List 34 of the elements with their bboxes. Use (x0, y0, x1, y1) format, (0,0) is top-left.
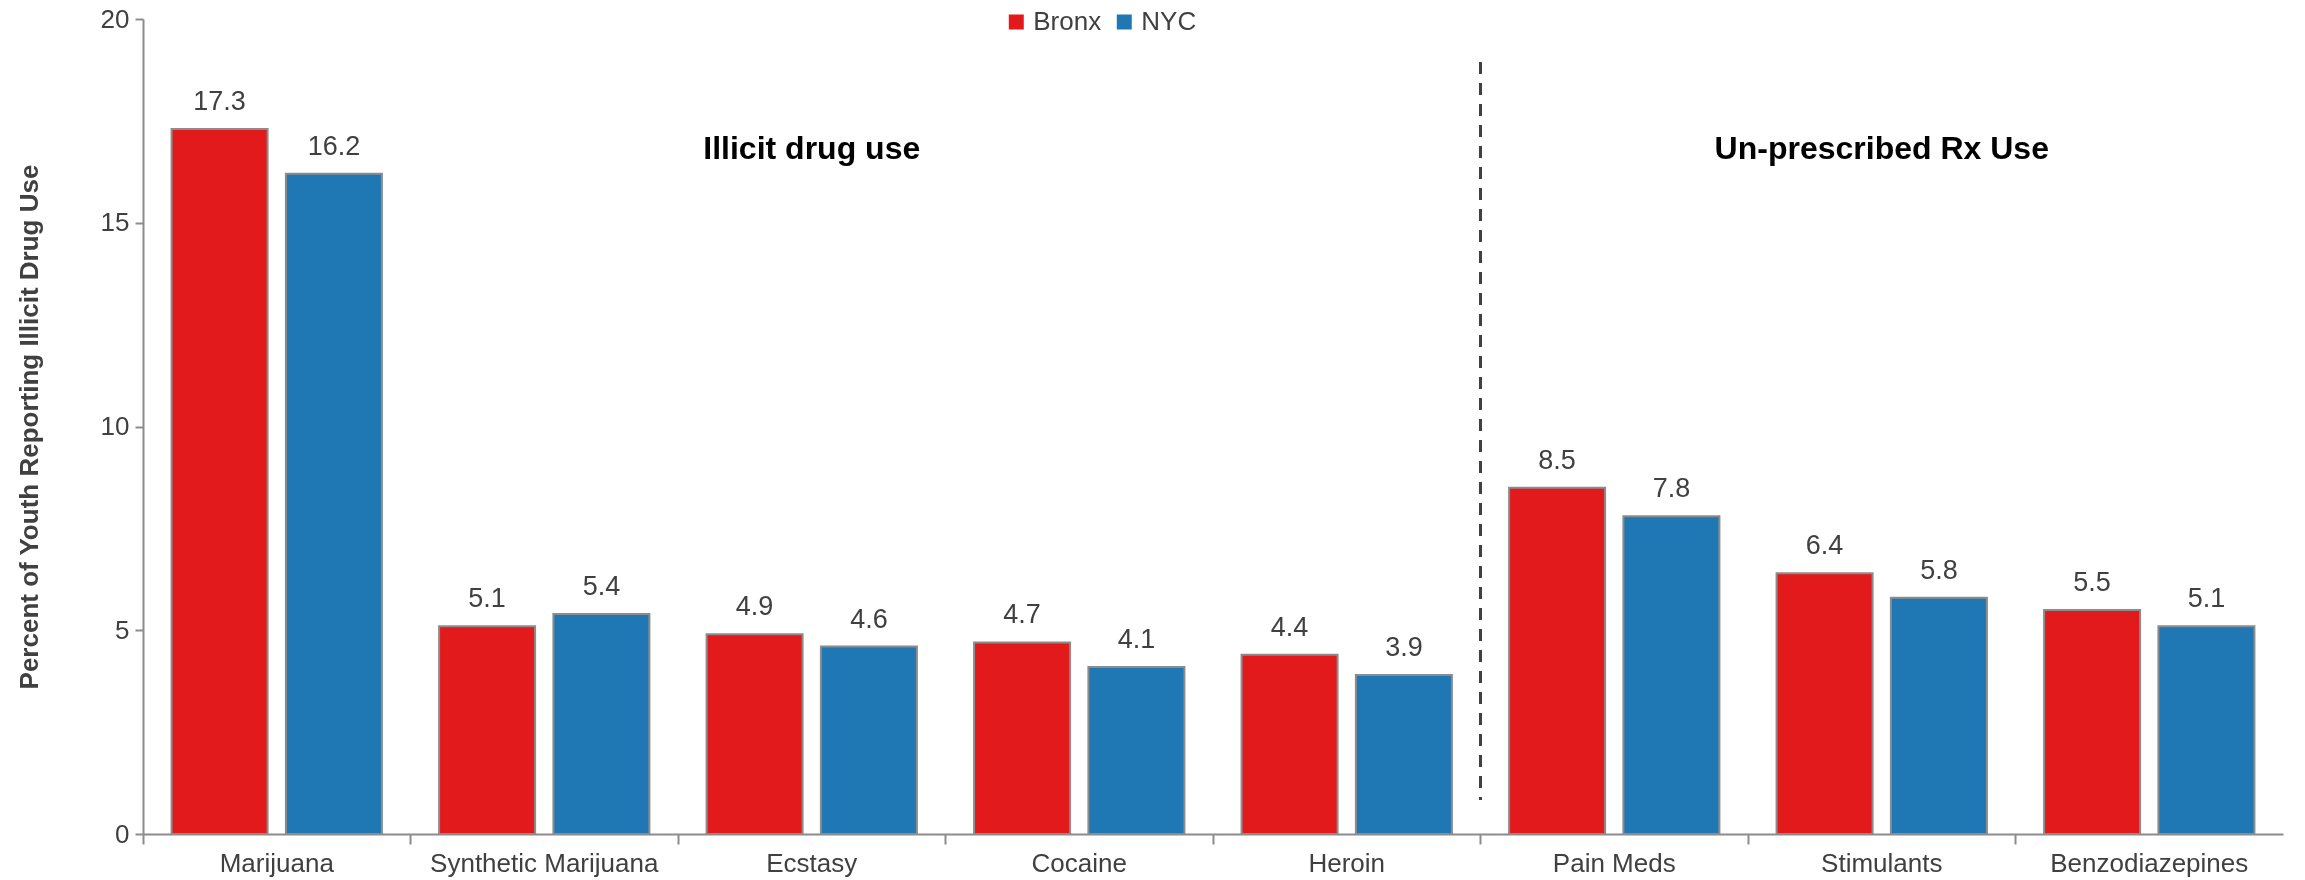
y-tick-label: 15 (100, 207, 130, 238)
x-tick-label: Marijuana (219, 847, 335, 878)
data-label: 5.8 (1920, 554, 1958, 585)
y-tick-label: 5 (115, 614, 130, 645)
y-tick-label: 10 (100, 411, 130, 441)
data-label: 7.8 (1652, 473, 1691, 504)
data-label: 4.7 (1003, 599, 1041, 630)
data-label: 5.4 (582, 570, 621, 601)
y-tick-label: 20 (100, 3, 130, 34)
x-tick-label: Cocaine (1031, 847, 1127, 878)
x-tick-label: Benzodiazepines (2050, 847, 2249, 878)
data-label: 6.4 (1805, 530, 1844, 561)
y-axis-title: Percent of Youth Reporting Illicit Drug Use (13, 164, 44, 690)
legend-label: Bronx (1033, 6, 1102, 36)
annotation: Un-prescribed Rx Use (1714, 130, 2049, 166)
data-label: 16.2 (307, 130, 361, 161)
x-tick-label: Stimulants (1821, 847, 1943, 878)
x-tick-label: Pain Meds (1552, 847, 1676, 878)
legend-label: NYC (1141, 6, 1197, 36)
data-label: 3.9 (1385, 632, 1423, 663)
data-label: 5.5 (2073, 566, 2111, 597)
y-tick-label: 0 (115, 818, 130, 849)
data-label: 5.1 (468, 583, 506, 614)
data-label: 8.5 (1538, 444, 1576, 475)
data-label: 4.1 (1117, 623, 1156, 654)
x-tick-label: Heroin (1308, 847, 1386, 878)
x-tick-label: Synthetic Marijuana (430, 847, 659, 878)
data-label: 4.6 (850, 603, 888, 634)
data-label: 17.3 (193, 86, 246, 117)
annotation: Illicit drug use (703, 130, 921, 166)
data-label: 4.9 (735, 591, 774, 622)
data-label: 5.1 (2187, 583, 2226, 614)
x-tick-label: Ecstasy (766, 847, 858, 878)
data-label: 4.4 (1270, 611, 1309, 642)
